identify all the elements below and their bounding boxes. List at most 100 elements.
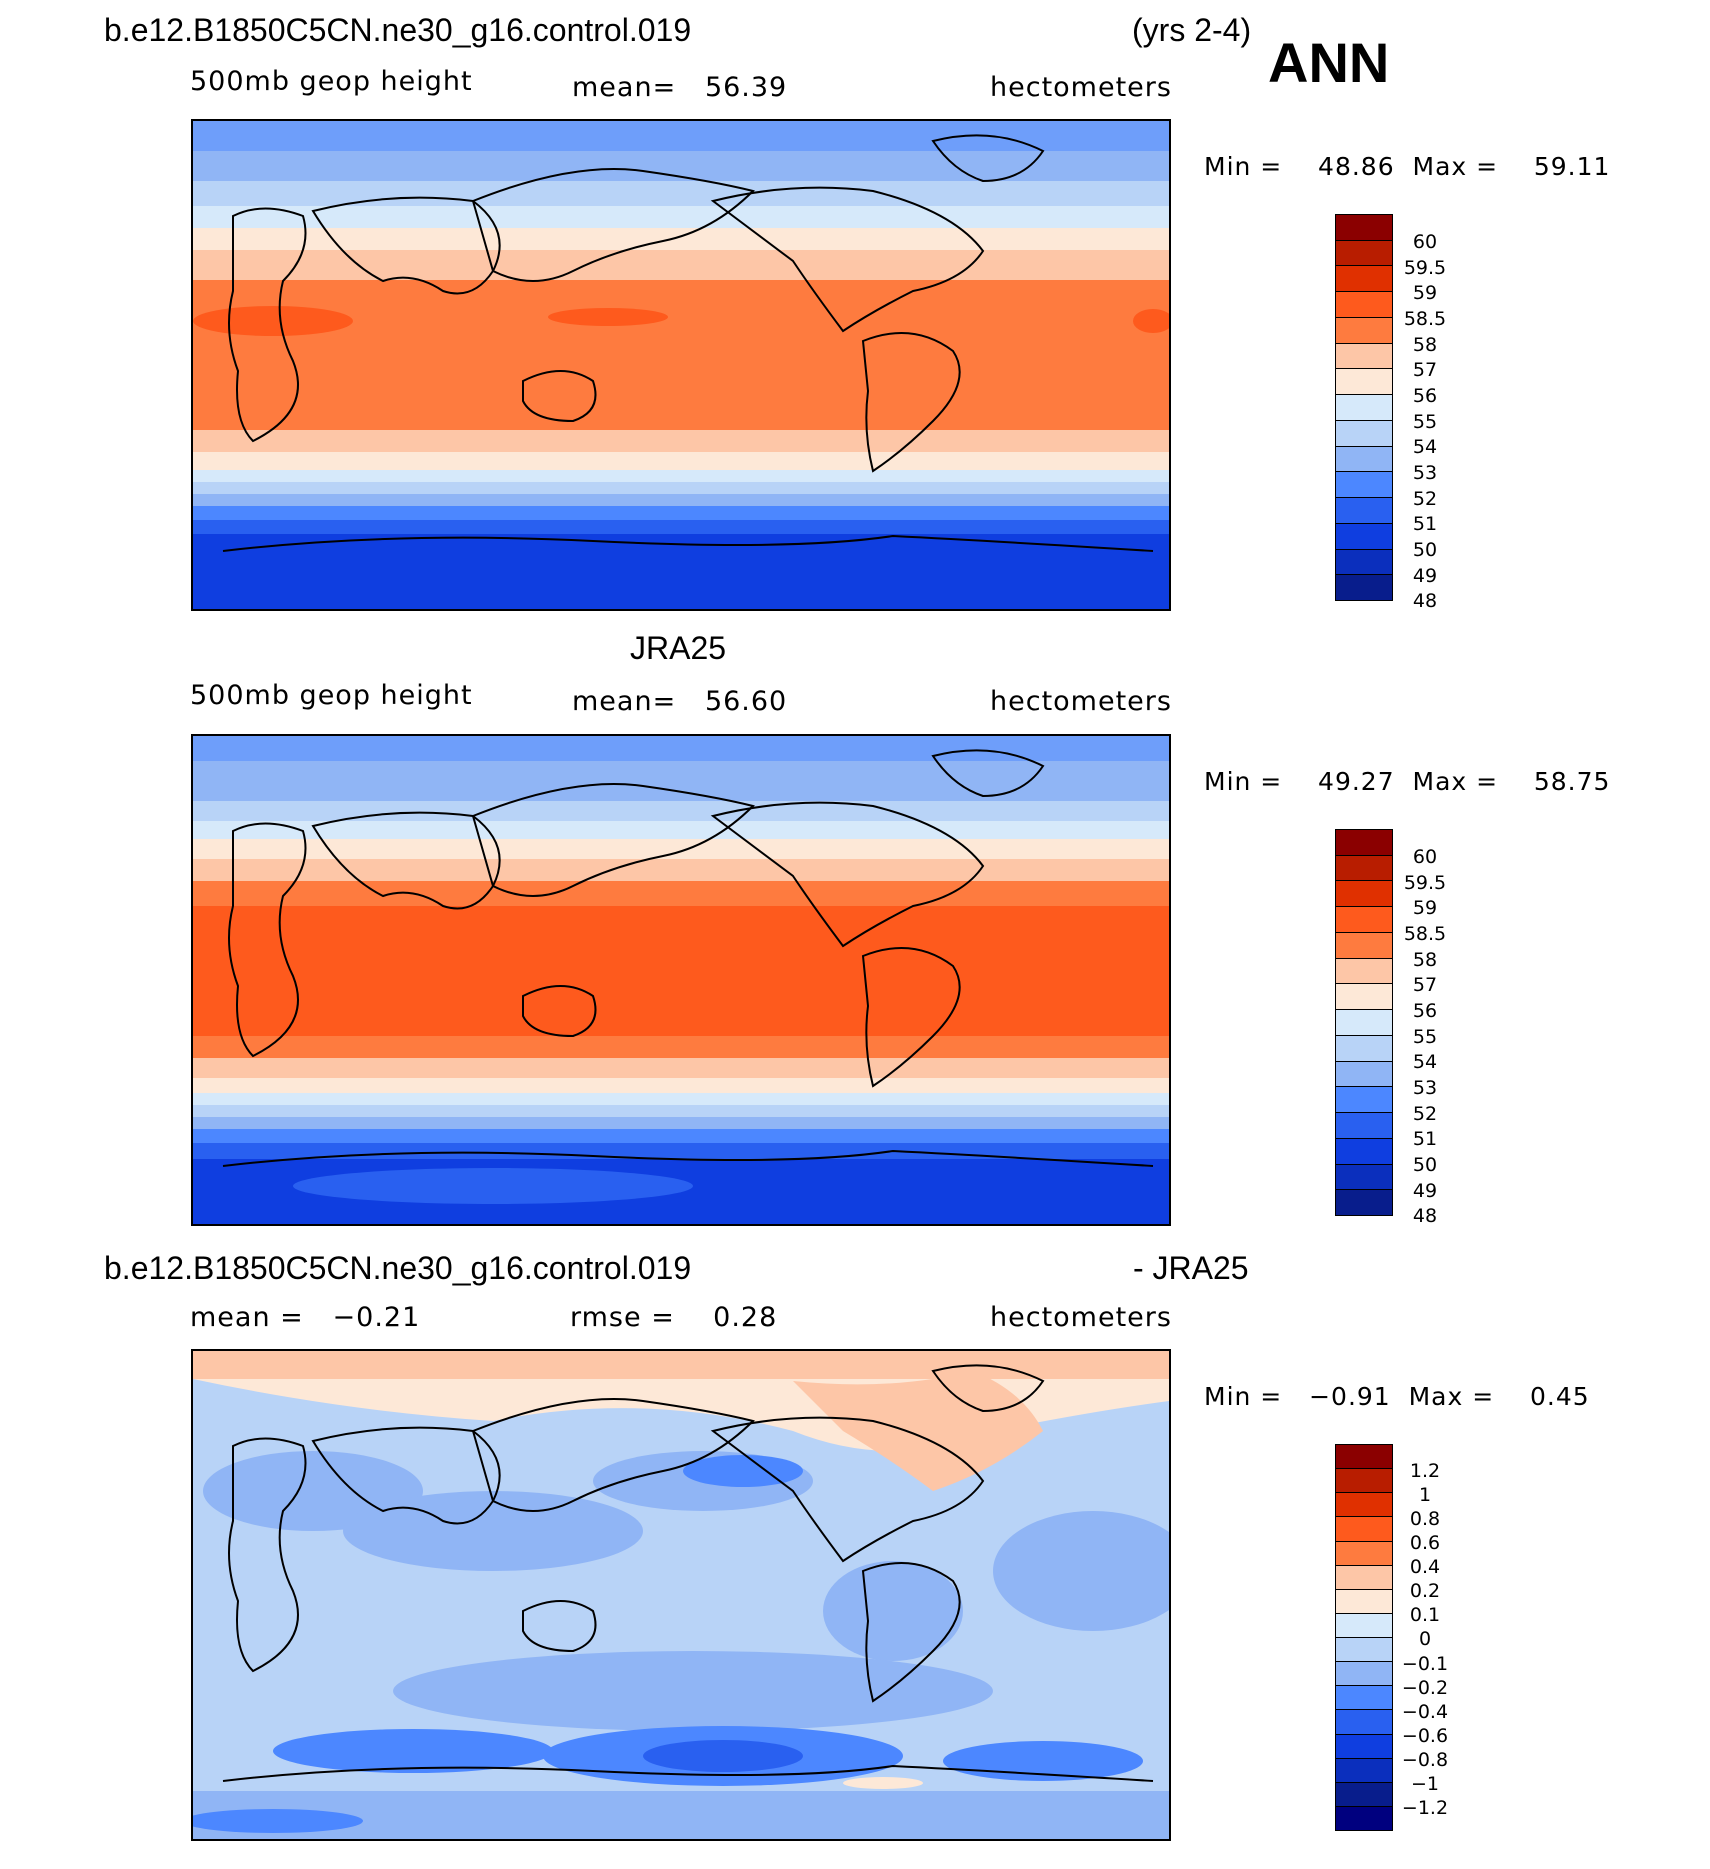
colorbar-swatch — [1336, 1589, 1392, 1614]
panel2-title: JRA25 — [630, 630, 727, 666]
colorbar-swatch — [1336, 1469, 1392, 1494]
colorbar-swatch — [1336, 1541, 1392, 1566]
colorbar-label: 58.5 — [1403, 307, 1447, 330]
colorbar-swatch — [1336, 1710, 1392, 1735]
colorbar-label: 51 — [1412, 513, 1438, 536]
colorbar-swatch — [1336, 1113, 1392, 1139]
panel1-units: hectometers — [990, 72, 1172, 103]
case-title: b.e12.B1850C5CN.ne30_g16.control.019 — [104, 12, 692, 48]
panel2-map — [191, 734, 1171, 1226]
colorbar-swatch — [1336, 1806, 1392, 1830]
colorbar-swatch — [1336, 1517, 1392, 1542]
colorbar-label: −1 — [1410, 1772, 1439, 1795]
colorbar-swatch — [1336, 1686, 1392, 1711]
colorbar-label: 48 — [1412, 590, 1438, 613]
colorbar-swatch — [1336, 1565, 1392, 1590]
colorbar-label: 59.5 — [1403, 256, 1447, 279]
colorbar-label: −0.1 — [1401, 1652, 1449, 1675]
panel2-colorbar — [1335, 829, 1393, 1216]
season-label: ANN — [1268, 31, 1390, 94]
colorbar-label: 60 — [1412, 230, 1438, 253]
colorbar-swatch — [1336, 472, 1392, 499]
panel2-variable: 500mb geop height — [190, 680, 473, 711]
colorbar-label: 54 — [1412, 1051, 1438, 1074]
panel2-minmax: Min = 49.27 Max = 58.75 — [1204, 767, 1611, 796]
colorbar-swatch — [1336, 266, 1392, 293]
colorbar-swatch — [1336, 1493, 1392, 1518]
colorbar-swatch — [1336, 1035, 1392, 1062]
colorbar-label: 53 — [1412, 461, 1438, 484]
colorbar-label: 57 — [1412, 974, 1438, 997]
colorbar-label: 50 — [1412, 538, 1438, 561]
colorbar-swatch — [1336, 523, 1392, 550]
colorbar-swatch — [1336, 1087, 1392, 1114]
colorbar-label: 50 — [1412, 1153, 1438, 1176]
colorbar-label: 0.6 — [1409, 1532, 1441, 1555]
colorbar-swatch — [1336, 215, 1392, 241]
colorbar-swatch — [1336, 830, 1392, 856]
panel3-title-left: b.e12.B1850C5CN.ne30_g16.control.019 — [104, 1250, 692, 1286]
colorbar-swatch — [1336, 907, 1392, 933]
colorbar-label: 55 — [1412, 1025, 1438, 1048]
colorbar-label: 58.5 — [1403, 922, 1447, 945]
colorbar-swatch — [1336, 1445, 1392, 1470]
colorbar-label: −1.2 — [1401, 1796, 1449, 1819]
colorbar-label: 55 — [1412, 410, 1438, 433]
panel2-units: hectometers — [990, 686, 1172, 717]
colorbar-label: 52 — [1412, 487, 1438, 510]
colorbar-swatch — [1336, 1758, 1392, 1783]
colorbar-swatch — [1336, 343, 1392, 370]
panel1-mean: mean= 56.39 — [572, 72, 788, 103]
panel3-minmax: Min = −0.91 Max = 0.45 — [1204, 1382, 1590, 1411]
colorbar-swatch — [1336, 932, 1392, 959]
colorbar-label: 48 — [1412, 1205, 1438, 1228]
colorbar-label: 1.2 — [1409, 1460, 1441, 1483]
colorbar-swatch — [1336, 855, 1392, 882]
panel1-map — [191, 119, 1171, 611]
colorbar-label: 56 — [1412, 999, 1438, 1022]
panel3-map — [191, 1349, 1171, 1841]
colorbar-swatch — [1336, 369, 1392, 396]
colorbar-label: 53 — [1412, 1076, 1438, 1099]
panel3-mean: mean = −0.21 — [190, 1302, 421, 1333]
colorbar-swatch — [1336, 395, 1392, 421]
colorbar-label: −0.8 — [1401, 1748, 1449, 1771]
colorbar-swatch — [1336, 446, 1392, 473]
colorbar-label: −0.6 — [1401, 1724, 1449, 1747]
colorbar-swatch — [1336, 1164, 1392, 1191]
colorbar-label: 54 — [1412, 436, 1438, 459]
colorbar-label: 49 — [1412, 564, 1438, 587]
colorbar-swatch — [1336, 958, 1392, 985]
colorbar-label: 58 — [1412, 948, 1438, 971]
colorbar-label: 49 — [1412, 1179, 1438, 1202]
colorbar-label: 0.2 — [1409, 1580, 1441, 1603]
colorbar-label: 0.8 — [1409, 1508, 1441, 1531]
colorbar-label: 0 — [1418, 1628, 1432, 1651]
panel1-variable: 500mb geop height — [190, 66, 473, 97]
colorbar-swatch — [1336, 420, 1392, 447]
colorbar-swatch — [1336, 549, 1392, 576]
colorbar-label: 56 — [1412, 384, 1438, 407]
colorbar-label: −0.2 — [1401, 1676, 1449, 1699]
colorbar-label: 51 — [1412, 1128, 1438, 1151]
panel3-units: hectometers — [990, 1302, 1172, 1333]
panel3-colorbar — [1335, 1444, 1393, 1831]
panel3-title-right: - JRA25 — [1133, 1250, 1249, 1286]
colorbar-swatch — [1336, 1190, 1392, 1216]
colorbar-swatch — [1336, 498, 1392, 524]
colorbar-swatch — [1336, 1734, 1392, 1759]
colorbar-swatch — [1336, 1138, 1392, 1165]
colorbar-label: −0.4 — [1401, 1700, 1449, 1723]
colorbar-swatch — [1336, 881, 1392, 908]
colorbar-swatch — [1336, 1638, 1392, 1663]
colorbar-label: 60 — [1412, 845, 1438, 868]
colorbar-label: 0.1 — [1409, 1604, 1441, 1627]
colorbar-swatch — [1336, 1061, 1392, 1088]
colorbar-label: 57 — [1412, 359, 1438, 382]
colorbar-label: 59 — [1412, 897, 1438, 920]
colorbar-label: 59.5 — [1403, 871, 1447, 894]
years-label: (yrs 2-4) — [1132, 12, 1252, 48]
colorbar-swatch — [1336, 1782, 1392, 1807]
colorbar-label: 58 — [1412, 333, 1438, 356]
colorbar-swatch — [1336, 240, 1392, 267]
